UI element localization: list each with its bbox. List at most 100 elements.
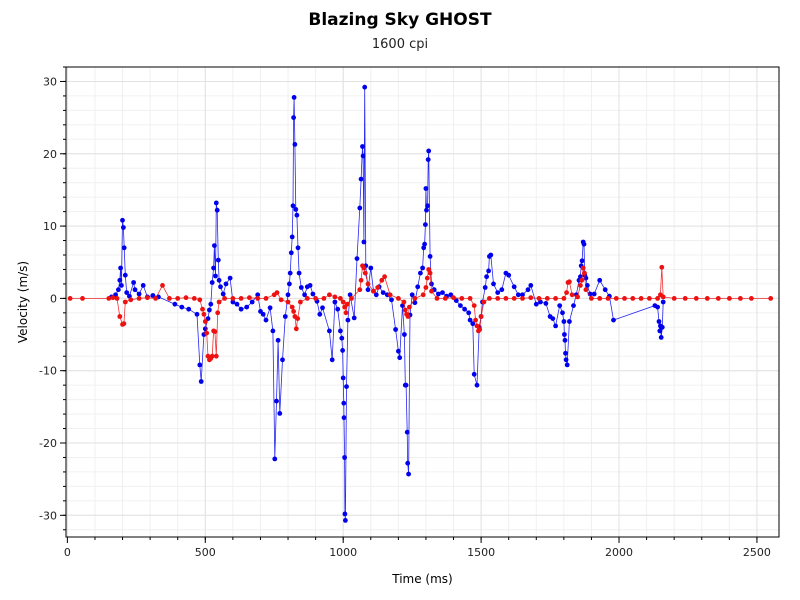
data-point (212, 329, 218, 334)
data-point (294, 212, 300, 218)
data-point (474, 323, 480, 329)
data-point (332, 294, 338, 300)
data-point (571, 303, 576, 308)
data-point (412, 296, 418, 301)
data-point (198, 379, 204, 384)
data-point (347, 292, 353, 298)
data-point (553, 296, 558, 301)
data-point (420, 265, 425, 271)
data-point (715, 296, 721, 301)
data-point (202, 326, 208, 332)
data-point (212, 243, 217, 249)
data-point (295, 245, 301, 251)
data-point (420, 292, 426, 298)
data-point (114, 296, 120, 301)
data-point (204, 330, 210, 336)
data-point (213, 200, 219, 206)
data-point (121, 225, 126, 230)
data-point (567, 319, 572, 324)
data-point (302, 292, 307, 298)
data-point (320, 305, 325, 311)
data-point (197, 297, 203, 303)
data-point (436, 291, 441, 297)
data-point (562, 337, 568, 343)
data-point (655, 304, 660, 310)
series-2 (67, 263, 774, 363)
data-point (405, 314, 411, 319)
data-point (404, 429, 410, 435)
data-point (342, 455, 347, 460)
data-point (285, 292, 291, 298)
data-point (536, 296, 542, 301)
data-point (544, 296, 550, 301)
data-point (553, 323, 558, 329)
data-point (340, 375, 346, 381)
data-point (124, 290, 130, 295)
data-point (704, 296, 710, 301)
data-point (484, 274, 489, 280)
data-point (186, 306, 192, 312)
x-tick-label: 2500 (743, 546, 771, 559)
data-point (329, 357, 335, 363)
data-point (427, 254, 433, 259)
data-point (434, 296, 440, 301)
data-point (296, 270, 302, 276)
data-point (116, 287, 121, 293)
data-point (153, 296, 159, 301)
data-point (482, 285, 488, 290)
data-point (580, 265, 586, 271)
data-point (293, 326, 299, 332)
data-point (591, 291, 597, 297)
data-point (122, 299, 128, 305)
data-point (362, 84, 368, 90)
data-point (122, 272, 128, 278)
data-point (293, 207, 299, 212)
data-point (215, 310, 221, 316)
data-point (287, 270, 293, 276)
data-point (340, 299, 346, 305)
data-point (425, 157, 431, 163)
data-point (222, 296, 228, 301)
data-point (495, 290, 501, 295)
data-point (288, 250, 294, 256)
data-point (167, 296, 172, 301)
data-point (491, 281, 496, 287)
data-point (358, 277, 364, 283)
data-point (175, 296, 181, 301)
data-point (578, 283, 583, 288)
data-point (278, 297, 284, 303)
y-tick-label: 0 (50, 292, 57, 305)
data-point (289, 304, 295, 310)
data-point (295, 316, 301, 321)
data-point (660, 299, 666, 305)
data-point (412, 300, 418, 306)
data-point (368, 265, 374, 271)
data-point (660, 294, 666, 300)
data-point (136, 291, 142, 297)
data-point (557, 303, 563, 308)
data-point (528, 283, 534, 288)
data-point (396, 348, 401, 354)
data-point (272, 456, 278, 462)
data-point (291, 309, 296, 314)
data-point (357, 205, 363, 211)
data-point (380, 290, 386, 295)
data-point (471, 303, 477, 308)
data-point (567, 279, 572, 285)
chart-title: Blazing Sky GHOST (308, 10, 492, 30)
data-point (506, 272, 512, 278)
data-point (613, 296, 619, 301)
data-point (423, 186, 429, 191)
data-point (230, 296, 236, 301)
data-point (218, 284, 223, 290)
data-point (209, 280, 215, 285)
data-point (238, 296, 244, 301)
data-point (569, 292, 575, 298)
data-point (317, 311, 323, 317)
data-point (424, 275, 430, 281)
data-point (630, 296, 636, 301)
data-point (117, 277, 123, 283)
data-point (400, 303, 405, 308)
data-point (587, 291, 593, 297)
